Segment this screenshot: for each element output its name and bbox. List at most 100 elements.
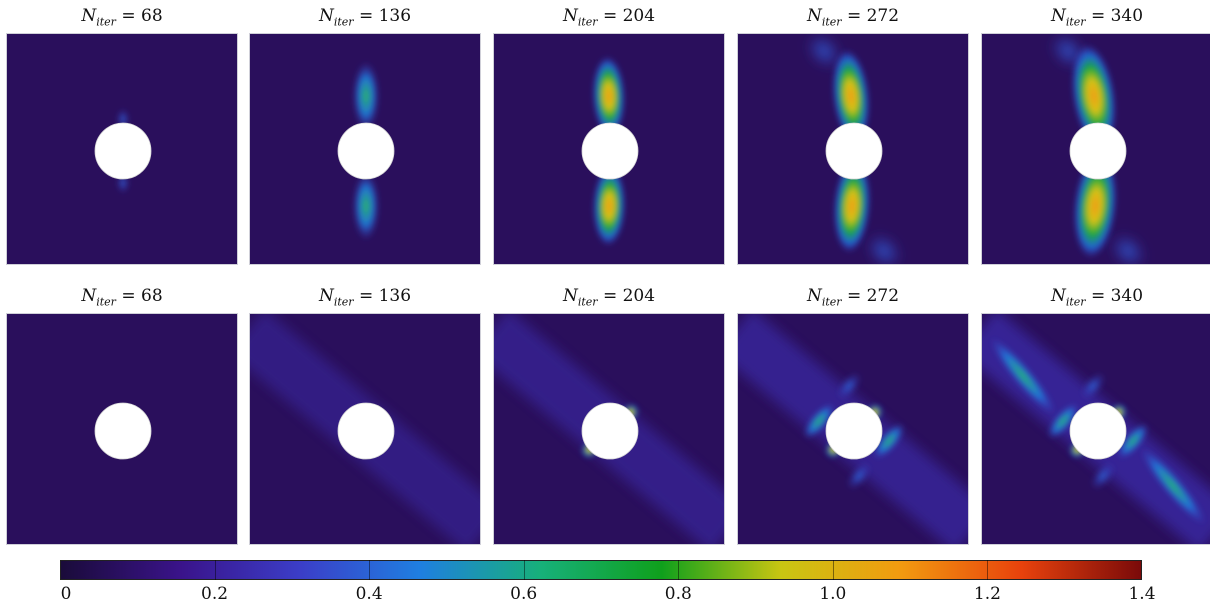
band-top — [592, 56, 625, 136]
heatmap-field — [7, 314, 237, 544]
panel-title-value: = 136 — [353, 286, 412, 306]
heatmap-field — [7, 34, 237, 264]
heatmap-field — [494, 34, 724, 264]
band-bottom — [1073, 153, 1117, 259]
heatmap-field — [738, 314, 968, 544]
panel-title-subscript: iter — [821, 295, 842, 309]
hole — [581, 122, 639, 180]
panel-title-value: = 340 — [1085, 286, 1144, 306]
panel-title: Niter = 68 — [6, 286, 238, 308]
panel-title-subscript: iter — [577, 15, 598, 29]
lobe-bottom — [1091, 462, 1115, 490]
panel-title-symbol: N — [806, 286, 822, 306]
colorbar-tick-label: 1.2 — [973, 584, 1001, 604]
band-top-tail — [806, 34, 842, 69]
panel-title-value: = 204 — [597, 6, 656, 26]
heatmap-field — [494, 314, 724, 544]
colorbar-tick — [523, 560, 525, 580]
panel-title-value: = 340 — [1085, 6, 1144, 26]
panel-title-subscript: iter — [333, 15, 354, 29]
heatmap-panel — [981, 313, 1210, 545]
heatmap-field — [250, 34, 480, 264]
heatmap-field — [982, 314, 1210, 544]
colorbar-tick-label: 0 — [60, 584, 72, 604]
panel-title-symbol: N — [562, 6, 578, 26]
band-top — [353, 61, 379, 131]
lobe-bottom — [847, 462, 871, 490]
band-top — [832, 49, 870, 143]
colorbar-tick-label: 0.2 — [201, 584, 229, 604]
colorbar-tick-label: 0.4 — [355, 584, 383, 604]
heatmap-panel — [249, 313, 481, 545]
heatmap-panel — [6, 33, 238, 265]
panel-title-subscript: iter — [577, 295, 598, 309]
hole — [825, 402, 883, 460]
lobe-top — [1081, 372, 1105, 400]
heatmap-field — [738, 34, 968, 264]
hole — [1069, 402, 1127, 460]
streak-lower-right — [1140, 447, 1206, 525]
panel-title-symbol: N — [562, 286, 578, 306]
band-bottom — [353, 171, 379, 241]
colorbar-tick — [832, 560, 834, 580]
colorbar-tick — [369, 560, 371, 580]
panel-title-symbol: N — [806, 6, 822, 26]
panel-title-symbol: N — [81, 286, 97, 306]
hole — [337, 122, 395, 180]
colorbar-tick — [214, 560, 216, 580]
heatmap-field — [982, 34, 1210, 264]
colorbar-tick-label: 1.4 — [1128, 584, 1156, 604]
panel-title: Niter = 136 — [249, 6, 481, 28]
band-bottom-tail — [866, 233, 902, 264]
heatmap-panel — [737, 313, 969, 545]
panel-title-symbol: N — [81, 6, 97, 26]
panel-title-subscript: iter — [821, 15, 842, 29]
panel-title-subscript: iter — [96, 295, 116, 309]
panel-title: Niter = 204 — [493, 286, 725, 308]
panel-title-subscript: iter — [333, 295, 354, 309]
panel-title: Niter = 204 — [493, 6, 725, 28]
lobe-top — [837, 372, 861, 400]
colorbar-tick — [678, 560, 680, 580]
heatmap-panel — [493, 313, 725, 545]
panel-title-symbol: N — [1050, 6, 1066, 26]
panel-title-value: = 68 — [115, 6, 163, 26]
panel-title-value: = 68 — [115, 286, 163, 306]
band-bottom-tail — [1110, 233, 1146, 264]
panel-title-subscript: iter — [1065, 295, 1086, 309]
panel-title-value: = 272 — [841, 286, 900, 306]
colorbar-tick-label: 0.6 — [510, 584, 538, 604]
hole — [581, 402, 639, 460]
panel-title: Niter = 68 — [6, 6, 238, 28]
hole — [825, 122, 883, 180]
panel-title: Niter = 272 — [737, 286, 969, 308]
panel-title-value: = 204 — [597, 286, 656, 306]
panel-title-symbol: N — [1050, 286, 1066, 306]
panel-title: Niter = 272 — [737, 6, 969, 28]
panel-title: Niter = 340 — [981, 6, 1210, 28]
colorbar-tick-label: 1.0 — [819, 584, 847, 604]
band-bottom — [593, 166, 626, 246]
streak-upper-left — [990, 337, 1056, 415]
panel-title-subscript: iter — [96, 15, 116, 29]
heatmap-panel — [493, 33, 725, 265]
lobe-left — [1047, 403, 1079, 439]
panel-title-subscript: iter — [1065, 15, 1086, 29]
colorbar-tick-label: 0.8 — [664, 584, 692, 604]
panel-title-value: = 136 — [353, 6, 412, 26]
panel-title: Niter = 340 — [981, 286, 1210, 308]
band-top — [1071, 44, 1116, 148]
lobe-right — [1117, 423, 1149, 459]
heatmap-panel — [737, 33, 969, 265]
band-top-tail — [1050, 34, 1086, 69]
colorbar-tick — [987, 560, 989, 580]
panel-title-symbol: N — [318, 286, 334, 306]
panel-title: Niter = 136 — [249, 286, 481, 308]
hole — [337, 402, 395, 460]
lobe-left — [803, 403, 835, 439]
hole — [1069, 122, 1127, 180]
lobe-right — [873, 423, 905, 459]
heatmap-panel — [249, 33, 481, 265]
heatmap-panel — [6, 313, 238, 545]
panel-title-value: = 272 — [841, 6, 900, 26]
